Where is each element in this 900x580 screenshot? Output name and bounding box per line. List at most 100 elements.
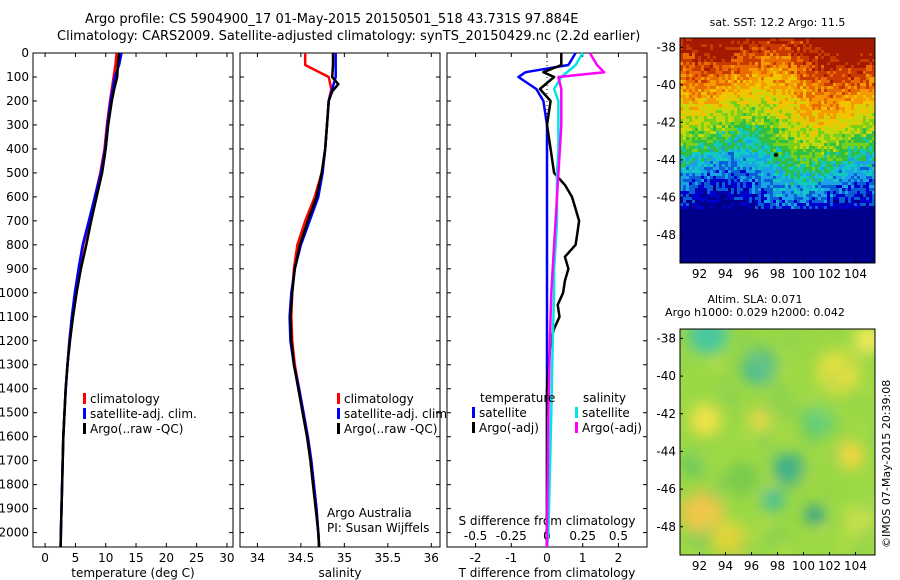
y-tick-label: -44 (656, 444, 676, 458)
series-line-s-argo-adj- (545, 52, 606, 547)
header-line-2: Climatology: CARS2009. Satellite-adjuste… (57, 29, 641, 44)
legend-swatch (575, 422, 578, 433)
legend-label: climatology (90, 392, 160, 406)
x-tick-label: 92 (692, 267, 707, 281)
y-tick-label: 800 (6, 238, 29, 252)
legend-label: satellite-adj. clim. (90, 407, 197, 421)
profile-panel-0: 0100200300400500600700800900100011001200… (0, 46, 235, 580)
y-tick-label: 1500 (0, 406, 29, 420)
y-tick-label: 400 (6, 142, 29, 156)
x-axis-label: temperature (deg C) (71, 566, 194, 580)
y-tick-label: 2000 (0, 526, 29, 540)
x-tick-label: 34 (250, 551, 265, 565)
s-tick-label: 0.5 (609, 529, 628, 543)
legend-label: Argo(-adj) (479, 421, 539, 435)
y-tick-label: 100 (6, 70, 29, 84)
sst-map-title: sat. SST: 12.2 Argo: 11.5 (710, 16, 846, 29)
panel-frame (32, 52, 234, 548)
y-tick-label: 1800 (0, 478, 29, 492)
y-tick-label: -38 (656, 331, 676, 345)
legend-swatch (83, 393, 86, 404)
legend-title-salinity: salinity (583, 391, 626, 405)
argo-position-marker (773, 152, 778, 157)
x-tick-label: 10 (98, 551, 113, 565)
y-tick-label: -42 (656, 115, 676, 129)
legend-label: Argo(-adj) (582, 421, 642, 435)
sla-map-title-1: Altim. SLA: 0.071 (707, 293, 802, 306)
y-tick-label: -46 (656, 482, 676, 496)
legend-swatch (337, 423, 340, 434)
x-tick-label: 25 (189, 551, 204, 565)
y-tick-label: -38 (656, 40, 676, 54)
x-tick-label: 94 (718, 267, 733, 281)
y-tick-label: -46 (656, 190, 676, 204)
x-tick-label: 0 (41, 551, 49, 565)
x-tick-label: 5 (72, 551, 80, 565)
y-tick-label: 1700 (0, 454, 29, 468)
x-axis-label: T difference from climatology (458, 566, 636, 580)
x-tick-label: 100 (792, 267, 815, 281)
x-tick-label: 92 (692, 559, 707, 573)
y-tick-label: 700 (6, 214, 29, 228)
legend-swatch (472, 422, 475, 433)
x-tick-label: 96 (744, 267, 759, 281)
y-tick-label: 1000 (0, 286, 29, 300)
x-tick-label: 34.5 (288, 551, 315, 565)
y-tick-label: -48 (656, 520, 676, 534)
y-tick-label: 1900 (0, 502, 29, 516)
legend-label: Argo(..raw -QC) (90, 422, 183, 436)
y-tick-label: -40 (656, 369, 676, 383)
imos-footer: ©IMOS 07-May-2015 20:39:08 (880, 379, 893, 548)
legend-swatch (575, 407, 578, 418)
y-tick-label: 1200 (0, 334, 29, 348)
legend-label: climatology (344, 392, 414, 406)
legend-swatch (337, 408, 340, 419)
x-tick-label: 96 (744, 559, 759, 573)
sla-map-title-2: Argo h1000: 0.029 h2000: 0.042 (665, 306, 845, 319)
x-tick-label: 98 (770, 559, 785, 573)
sst-field (680, 38, 875, 263)
y-tick-label: -48 (656, 228, 676, 242)
series-line-argo-raw-qc- (59, 52, 121, 548)
x-tick-label: 15 (128, 551, 143, 565)
x-tick-label: 102 (818, 267, 841, 281)
x-tick-label: 94 (718, 559, 733, 573)
series-line-t-satellite (517, 52, 577, 547)
x-tick-label: 30 (219, 551, 234, 565)
legend-swatch (83, 423, 86, 434)
legend-label: satellite-adj. clim. (344, 407, 451, 421)
y-tick-label: -44 (656, 153, 676, 167)
x-tick-label: 100 (792, 559, 815, 573)
x-tick-label: 35.5 (374, 551, 401, 565)
sst-map: 92 94 96 98 100 102 104 -38 -40 -42 -44 -46 -48 sat. … (656, 16, 876, 281)
series-line-argo-raw-qc- (289, 53, 340, 548)
y-tick-label: 0 (21, 46, 29, 60)
legend-label: satellite (582, 406, 630, 420)
legend-swatch (337, 393, 340, 404)
x-tick-label: 1 (579, 551, 587, 565)
legend-label: satellite (479, 406, 527, 420)
legend-title-temperature: temperature (480, 391, 555, 405)
y-tick-label: 900 (6, 262, 29, 276)
y-tick-label: -40 (656, 78, 676, 92)
x-tick-label: 36 (424, 551, 439, 565)
y-tick-label: 600 (6, 190, 29, 204)
annotation-line-2: PI: Susan Wijffels (327, 521, 429, 535)
x-tick-label: 98 (770, 267, 785, 281)
sla-map: 92 94 96 98 100 102 104 -38 -40 -42 -44 -46 -48 Altim… (656, 293, 876, 573)
s-tick-label: -0.5 (464, 529, 487, 543)
y-tick-label: 500 (6, 166, 29, 180)
profile-panel-1: 34 34.5 35 35.5 36 salinity climatologysatelli… (239, 52, 451, 580)
x-tick-label: 20 (159, 551, 174, 565)
x-tick-label: 2 (615, 551, 623, 565)
legend-swatch (472, 407, 475, 418)
y-tick-label: 1400 (0, 382, 29, 396)
x-tick-label: 35 (337, 551, 352, 565)
y-tick-label: 200 (6, 94, 29, 108)
legend-swatch (83, 408, 86, 419)
series-line-t-argo-adj- (538, 53, 581, 547)
x-tick-label: -1 (505, 551, 517, 565)
